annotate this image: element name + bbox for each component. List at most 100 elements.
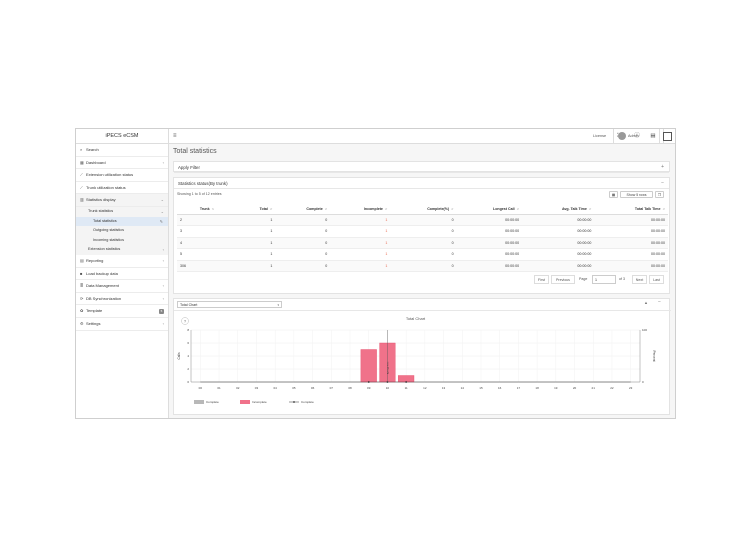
x-tick-label: 19 <box>554 386 558 390</box>
pager-next-button[interactable]: Next <box>632 275 647 284</box>
x-tick-label: 06 <box>311 386 315 390</box>
sort-icon[interactable]: ⇵ <box>384 206 388 211</box>
sidebar-sub-extension-statistics[interactable]: Extension statistics ‹ <box>76 245 168 255</box>
table-row[interactable]: 3 1 0 1 0 00:00:00 00:00:00 00:00:00 <box>177 225 668 238</box>
help-icon[interactable] <box>181 317 189 325</box>
show-rows-button[interactable]: Show 5 rows <box>620 191 653 198</box>
chevron-left-icon: ‹ <box>162 257 164 263</box>
filter-title: Apply Filter <box>178 165 200 170</box>
warning-icon[interactable]: ▲ <box>644 300 648 305</box>
column-header[interactable]: Complete ⇵ <box>275 204 331 215</box>
avatar[interactable] <box>618 132 626 140</box>
chevron-left-icon: ‹ <box>162 159 164 165</box>
column-header[interactable]: Complete(%) ⇵ <box>390 204 457 215</box>
sidebar-item-load-backup-data[interactable]: ■ Load backup data <box>76 268 168 281</box>
sort-icon[interactable]: ⇵ <box>662 206 665 211</box>
license-link[interactable]: License <box>593 134 607 138</box>
sidebar-item-dashboard[interactable]: ▦ Dashboard ‹ <box>76 157 168 170</box>
x-tick-label: 23 <box>629 386 633 390</box>
sidebar-sub-label: Total statistics <box>93 218 117 223</box>
sort-icon[interactable]: ⇅ <box>211 206 215 211</box>
table-cell: 00:00:00 <box>456 248 523 261</box>
sidebar-sub-total-statistics[interactable]: Total statistics ✎ <box>76 216 168 227</box>
table-cell[interactable]: 1 <box>330 248 391 261</box>
table-cell: 0 <box>390 260 457 272</box>
pager-page-input[interactable]: 1 <box>592 275 616 284</box>
table-cell: 00:00:00 <box>594 260 668 272</box>
table-cell: 1 <box>237 248 276 261</box>
column-header[interactable]: Trunk ⇅ <box>177 204 237 215</box>
column-header[interactable]: Incomplete ⇵ <box>330 204 391 215</box>
document-icon[interactable]: ▤ <box>650 133 656 139</box>
chevron-down-icon: ⌄ <box>160 208 164 214</box>
expand-icon[interactable]: + <box>661 164 664 170</box>
table-cell: 1 <box>237 214 276 226</box>
copy-icon[interactable]: ❐ <box>655 191 664 198</box>
sidebar-item-reporting[interactable]: ▤ Reporting ‹ <box>76 255 168 268</box>
sort-icon[interactable]: ⇵ <box>451 206 454 211</box>
x-tick-label: 07 <box>330 386 334 390</box>
pager-total-pages: of 3 <box>619 277 625 281</box>
table-cell: 5 <box>177 248 237 261</box>
table-cell[interactable]: 1 <box>330 237 391 249</box>
column-header[interactable]: Avg. Talk Time ⇵ <box>522 204 595 215</box>
table-cell[interactable]: 1 <box>330 214 391 226</box>
table-cell: 0 <box>275 214 331 226</box>
table-cell: 0 <box>275 225 331 238</box>
collapse-icon[interactable]: − <box>658 299 661 305</box>
edit-icon[interactable]: ✎ <box>159 218 163 224</box>
column-header[interactable]: Total ⇵ <box>237 204 276 215</box>
sidebar-item-label: Search <box>86 147 99 152</box>
y2-axis-label: Percent <box>652 351 656 362</box>
line-point <box>367 381 370 383</box>
export-excel-icon[interactable]: ▦ <box>609 191 618 198</box>
menu-toggle-icon[interactable]: ≡ <box>173 133 177 139</box>
sort-icon[interactable]: ⇵ <box>516 206 520 211</box>
table-cell: 00:00:00 <box>522 214 595 226</box>
info-icon[interactable]: ⓘ <box>634 133 640 139</box>
sort-icon[interactable]: ⇵ <box>269 206 273 211</box>
sidebar-sub-label: Extension statistics <box>88 247 121 252</box>
sidebar-sub-outgoing-statistics[interactable]: Outgoing statistics <box>76 226 168 236</box>
sidebar-item-template[interactable]: ✿ Template 5 <box>76 305 168 318</box>
collapse-icon[interactable]: − <box>661 180 664 186</box>
sidebar-sub-incoming-statistics[interactable]: Incoming statistics <box>76 235 168 246</box>
y-tick-label: 6 <box>187 341 189 345</box>
chart-type-select[interactable]: Total Chart ▾ <box>177 301 282 308</box>
table-cell[interactable]: 1 <box>330 260 391 272</box>
sidebar-item-extension-utilization-status[interactable]: ⟋ Extension utilization status <box>76 169 168 182</box>
sidebar-item-label: Trunk utilization status <box>86 184 126 190</box>
sort-icon[interactable]: ⇵ <box>588 206 592 211</box>
pager-previous-button[interactable]: Previous <box>551 275 575 284</box>
column-header[interactable]: Longest Call ⇵ <box>456 204 523 215</box>
filter-header[interactable]: Apply Filter + <box>174 162 669 173</box>
table-row[interactable]: 4 1 0 1 0 00:00:00 00:00:00 00:00:00 <box>177 237 668 249</box>
logout-icon[interactable] <box>663 132 672 141</box>
table-cell: 0 <box>390 248 457 261</box>
table-cell[interactable]: 1 <box>330 225 391 238</box>
sidebar-item-db-synchronization[interactable]: ⟳ DB Synchronization ‹ <box>76 293 168 306</box>
sidebar-item-search[interactable]: ⌕ Search <box>76 144 168 157</box>
pager-first-button[interactable]: First <box>534 275 549 284</box>
chart-title: Total Chart <box>406 316 426 321</box>
x-tick-label: 21 <box>592 386 596 390</box>
sidebar-item-statistics-display[interactable]: ▥ Statistics display ⌄ <box>76 194 168 207</box>
table-row[interactable]: 5 1 0 1 0 00:00:00 00:00:00 00:00:00 <box>177 248 668 261</box>
pager-last-button[interactable]: Last <box>649 275 664 284</box>
sort-icon[interactable]: ⇵ <box>324 206 328 211</box>
column-header[interactable]: Total Talk Time ⇵ <box>594 204 668 215</box>
table-cell: 0 <box>275 260 331 272</box>
table-cell: 00:00:00 <box>522 260 595 272</box>
y2-tick-label: 100 <box>642 328 647 332</box>
table-row[interactable]: 306 1 0 1 0 00:00:00 00:00:00 00:00:00 <box>177 260 668 272</box>
search-icon: ⌕ <box>80 147 83 152</box>
table-row[interactable]: 2 1 0 1 0 00:00:00 00:00:00 00:00:00 <box>177 214 668 226</box>
user-name[interactable]: Admin <box>628 134 639 138</box>
table-cell: 0 <box>275 248 331 261</box>
sidebar-item-settings[interactable]: ⚙ Settings ‹ <box>76 318 168 331</box>
dashboard-icon: ▦ <box>80 159 84 165</box>
entries-info: Showing 1 to 5 of 12 entries <box>177 192 222 196</box>
sidebar-item-data-management[interactable]: ≣ Data Management ‹ <box>76 280 168 293</box>
sidebar-sub-trunk-statistics[interactable]: Trunk statistics ⌄ <box>76 206 168 217</box>
sidebar-item-trunk-utilization-status[interactable]: ⟋ Trunk utilization status <box>76 182 168 195</box>
